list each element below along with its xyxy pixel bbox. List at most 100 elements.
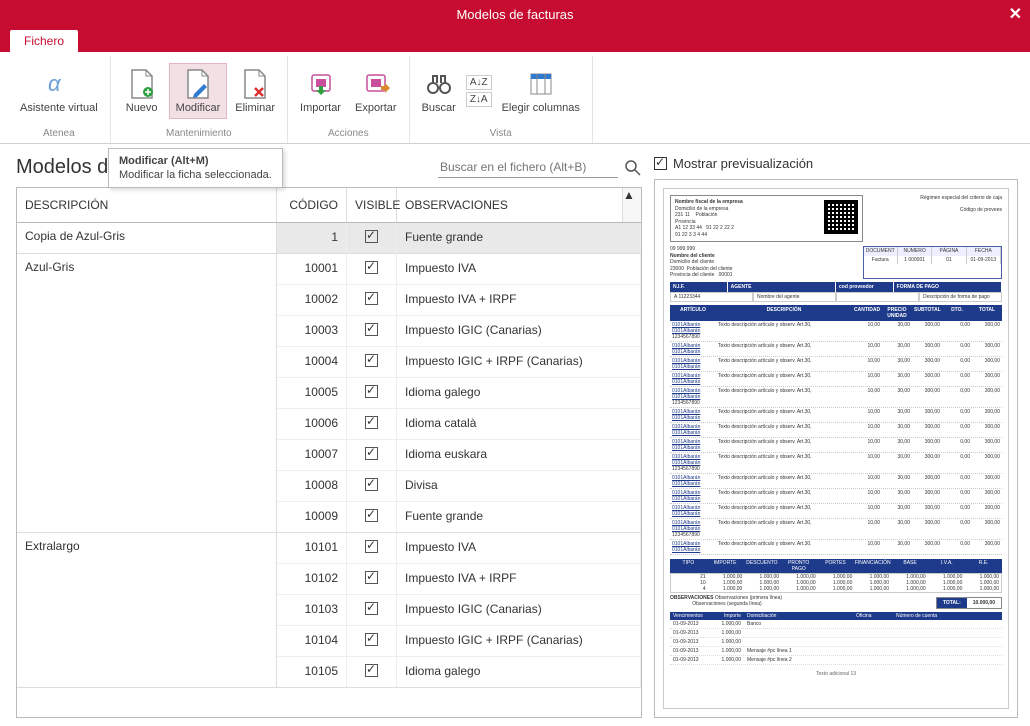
data-grid: DESCRIPCIÓN CÓDIGO VISIBLE OBSERVACIONES… [16, 187, 642, 718]
cell-obs: Impuesto IVA + IRPF [397, 564, 641, 594]
modificar-button[interactable]: Modificar [169, 63, 228, 119]
cell-code: 10007 [277, 440, 347, 470]
table-row[interactable]: 10006 Idioma català [277, 409, 641, 440]
sort-asc-button[interactable]: A↓Z [466, 75, 492, 90]
cell-obs: Idioma galego [397, 657, 641, 687]
table-row[interactable]: 10001 Impuesto IVA [277, 254, 641, 285]
cell-visible[interactable] [347, 347, 397, 377]
table-row[interactable]: 10101 Impuesto IVA [277, 533, 641, 564]
table-row[interactable]: 1 Fuente grande [277, 223, 641, 253]
alpha-icon: α [43, 68, 75, 100]
cell-visible[interactable] [347, 626, 397, 656]
columns-icon [525, 68, 557, 100]
table-row[interactable]: 10008 Divisa [277, 471, 641, 502]
binoculars-icon [423, 68, 455, 100]
table-row[interactable]: 10002 Impuesto IVA + IRPF [277, 285, 641, 316]
ribbon: α Asistente virtual Atenea Nuevo Modific… [0, 52, 1030, 144]
delete-file-icon [239, 68, 271, 100]
show-preview-checkbox[interactable] [654, 157, 667, 170]
table-row[interactable]: 10007 Idioma euskara [277, 440, 641, 471]
cell-code: 10009 [277, 502, 347, 532]
ribbon-tabstrip: Fichero [0, 28, 1030, 52]
cell-code: 10006 [277, 409, 347, 439]
group-mantenimiento: Mantenimiento [166, 126, 232, 143]
importar-button[interactable]: Importar [294, 64, 347, 118]
edit-file-icon [182, 68, 214, 100]
cell-code: 10103 [277, 595, 347, 625]
cell-visible[interactable] [347, 316, 397, 346]
cell-visible[interactable] [347, 285, 397, 315]
search-input[interactable] [438, 157, 618, 178]
cell-code: 10101 [277, 533, 347, 563]
table-row[interactable]: 10103 Impuesto IGIC (Canarias) [277, 595, 641, 626]
cell-code: 1 [277, 223, 347, 253]
elegir-columnas-button[interactable]: Elegir columnas [496, 64, 586, 118]
cell-code: 10001 [277, 254, 347, 284]
show-preview-label: Mostrar previsualización [673, 156, 813, 171]
section-desc[interactable]: Extralargo [17, 533, 277, 687]
asistente-virtual-button[interactable]: α Asistente virtual [14, 64, 104, 118]
exportar-button[interactable]: Exportar [349, 64, 403, 118]
window-title: Modelos de facturas [456, 7, 573, 22]
cell-visible[interactable] [347, 564, 397, 594]
col-header-codigo[interactable]: CÓDIGO [277, 188, 347, 222]
cell-obs: Idioma català [397, 409, 641, 439]
group-vista: Vista [490, 126, 512, 143]
section-desc[interactable]: Azul-Gris [17, 254, 277, 532]
cell-code: 10002 [277, 285, 347, 315]
eliminar-button[interactable]: Eliminar [229, 64, 281, 118]
nuevo-button[interactable]: Nuevo [117, 64, 167, 118]
scrollbar-head: ▲ [623, 188, 641, 222]
cell-visible[interactable] [347, 533, 397, 563]
invoice-preview: Nombre fiscal de la empresaDomicilio de … [654, 179, 1018, 718]
cell-visible[interactable] [347, 254, 397, 284]
section-desc[interactable]: Copia de Azul-Gris [17, 223, 277, 253]
cell-obs: Impuesto IVA + IRPF [397, 285, 641, 315]
new-file-icon [126, 68, 158, 100]
table-row[interactable]: 10104 Impuesto IGIC + IRPF (Canarias) [277, 626, 641, 657]
cell-visible[interactable] [347, 657, 397, 687]
cell-code: 10105 [277, 657, 347, 687]
cell-obs: Impuesto IVA [397, 533, 641, 563]
table-row[interactable]: 10102 Impuesto IVA + IRPF [277, 564, 641, 595]
group-acciones: Acciones [328, 126, 369, 143]
cell-code: 10004 [277, 347, 347, 377]
cell-obs: Impuesto IGIC (Canarias) [397, 316, 641, 346]
cell-visible[interactable] [347, 502, 397, 532]
cell-visible[interactable] [347, 223, 397, 253]
cell-obs: Impuesto IVA [397, 254, 641, 284]
table-row[interactable]: 10005 Idioma galego [277, 378, 641, 409]
table-row[interactable]: 10004 Impuesto IGIC + IRPF (Canarias) [277, 347, 641, 378]
col-header-observaciones[interactable]: OBSERVACIONES [397, 188, 623, 222]
titlebar: Modelos de facturas ✕ [0, 0, 1030, 28]
cell-visible[interactable] [347, 595, 397, 625]
cell-code: 10008 [277, 471, 347, 501]
page-title: Modelos d [16, 156, 108, 179]
cell-visible[interactable] [347, 440, 397, 470]
tab-fichero[interactable]: Fichero [10, 30, 78, 52]
table-row[interactable]: 10003 Impuesto IGIC (Canarias) [277, 316, 641, 347]
cell-visible[interactable] [347, 409, 397, 439]
table-row[interactable]: 10009 Fuente grande [277, 502, 641, 532]
cell-obs: Fuente grande [397, 502, 641, 532]
col-header-visible[interactable]: VISIBLE [347, 188, 397, 222]
cell-obs: Divisa [397, 471, 641, 501]
buscar-button[interactable]: Buscar [416, 64, 462, 118]
cell-obs: Impuesto IGIC + IRPF (Canarias) [397, 626, 641, 656]
cell-visible[interactable] [347, 471, 397, 501]
search-icon[interactable] [624, 159, 642, 177]
cell-obs: Impuesto IGIC + IRPF (Canarias) [397, 347, 641, 377]
sort-desc-button[interactable]: Z↓A [466, 92, 492, 107]
cell-obs: Idioma galego [397, 378, 641, 408]
modificar-tooltip: Modificar (Alt+M) Modificar la ficha sel… [108, 148, 283, 188]
cell-code: 10102 [277, 564, 347, 594]
col-header-descripcion[interactable]: DESCRIPCIÓN [17, 188, 277, 222]
cell-code: 10104 [277, 626, 347, 656]
table-row[interactable]: 10105 Idioma galego [277, 657, 641, 687]
cell-code: 10005 [277, 378, 347, 408]
close-icon[interactable]: ✕ [1009, 4, 1022, 24]
cell-visible[interactable] [347, 378, 397, 408]
import-icon [305, 68, 337, 100]
sort-buttons: A↓Z Z↓A [464, 73, 494, 109]
cell-obs: Idioma euskara [397, 440, 641, 470]
